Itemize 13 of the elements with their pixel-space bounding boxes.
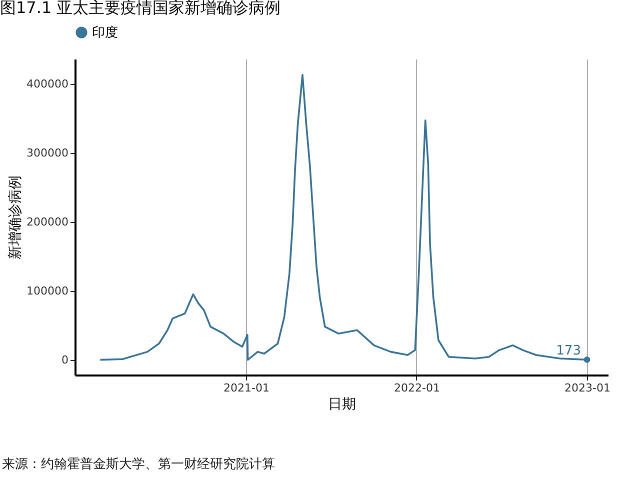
legend-label: 印度 (92, 24, 118, 40)
data-label: 173 (556, 344, 581, 359)
x-axis-title: 日期 (328, 396, 356, 412)
y-axis-title: 新增确诊病例 (8, 176, 24, 260)
y-tick-label: 300000 (26, 146, 68, 160)
y-tick-label: 100000 (26, 284, 68, 298)
source-note: 来源：约翰霍普金斯大学、第一财经研究院计算 (2, 456, 275, 473)
y-tick-label: 200000 (26, 215, 68, 228)
y-tick-label: 0 (62, 353, 68, 366)
x-tick-label: 2022-01 (394, 382, 440, 394)
y-tick-label: 400000 (26, 77, 68, 90)
x-tick-label: 2023-01 (564, 382, 610, 394)
x-tick-label: 2021-01 (223, 382, 270, 394)
